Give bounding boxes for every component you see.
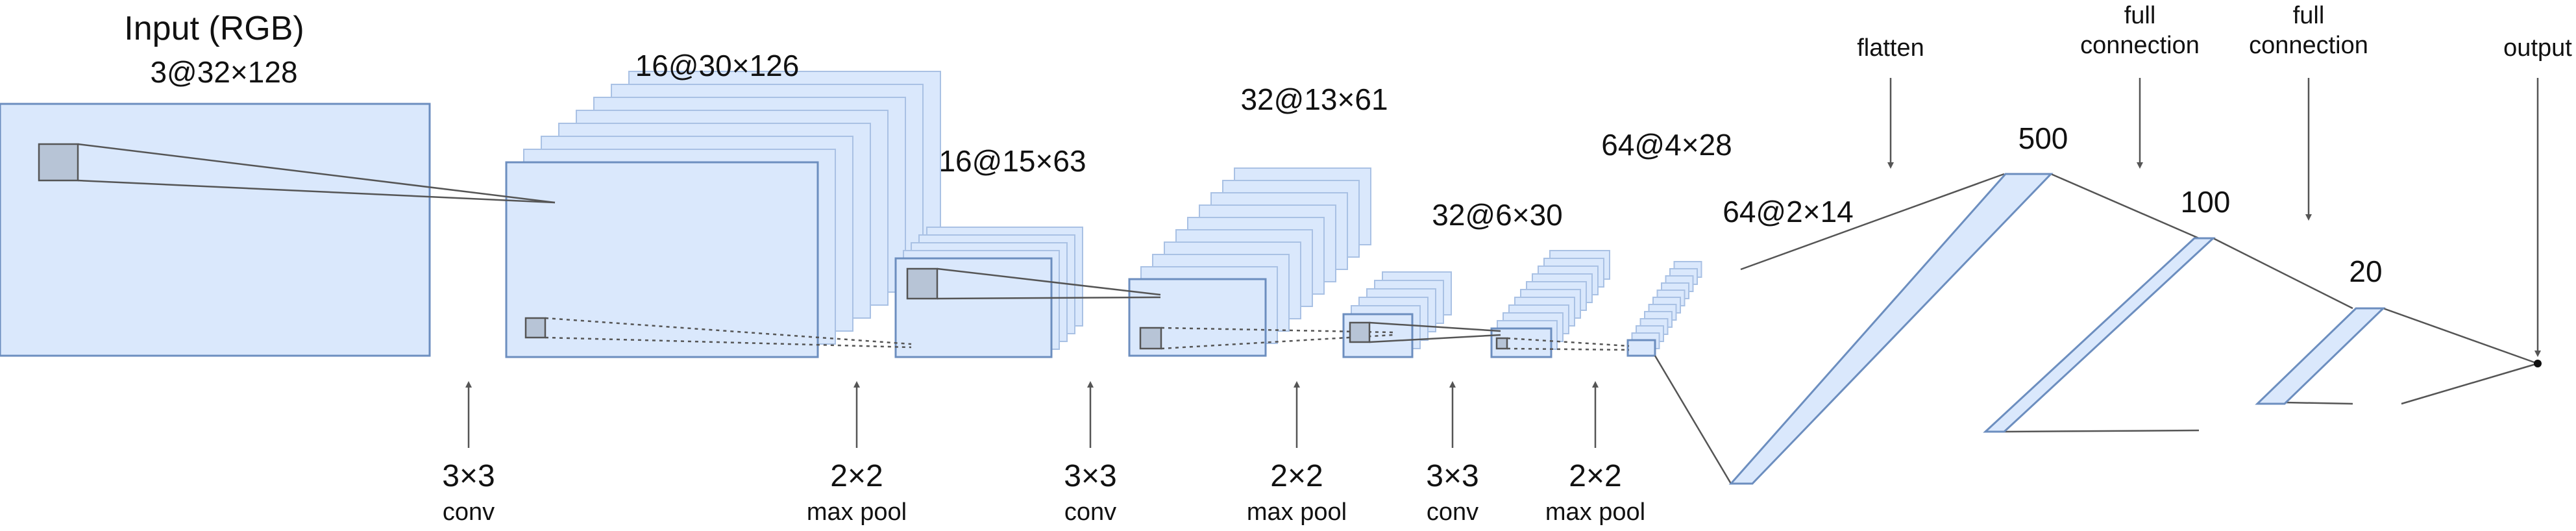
connection-line (1654, 355, 1732, 484)
kernel-window (38, 143, 79, 182)
projection-line (937, 267, 1161, 296)
op-2-type: max pool (806, 499, 907, 526)
projection-line (77, 179, 556, 204)
feature-map-5-label: 64@4×28 (1601, 128, 1732, 162)
op-4-type: max pool (1246, 499, 1347, 526)
flatten-label: flatten (1857, 34, 1924, 62)
input-layer-box (0, 103, 431, 357)
feature-map-stack-3 (1128, 167, 1371, 357)
feature-map-stack-1 (505, 71, 941, 358)
dense-layer-100 (1983, 237, 2216, 433)
feature-map-stack-4 (1342, 271, 1452, 358)
connection-line (2004, 429, 2200, 433)
pooling-projection-line (1506, 337, 1630, 347)
feature-map-4-label: 32@6×30 (1432, 198, 1563, 232)
input-shape-label: 3@32×128 (150, 55, 298, 89)
feature-map-6-label: 64@2×14 (1723, 195, 1854, 228)
output-node (2534, 360, 2542, 367)
feature-map-stack-6 (1626, 261, 1702, 357)
op-2-kernel: 2×2 (830, 459, 883, 493)
output-label: output (2503, 34, 2572, 62)
op-5-kernel: 3×3 (1426, 459, 1479, 493)
kernel-window (1349, 321, 1371, 343)
connection-line (2213, 237, 2353, 310)
projection-line (77, 143, 556, 204)
kernel-window (1495, 337, 1508, 350)
projection-line (1369, 334, 1501, 343)
dense-500-label: 500 (2018, 121, 2068, 155)
feature-map-stack-2 (894, 227, 1083, 358)
kernel-window (1139, 327, 1162, 350)
connection-line (2050, 173, 2200, 240)
dense-layer-500 (1728, 173, 2054, 485)
connection-line (2284, 401, 2353, 405)
op-3-type: conv (1064, 499, 1117, 526)
feature-map-2-label: 16@15×63 (938, 144, 1086, 178)
dense-layer-20 (2255, 307, 2386, 405)
connection-line (1740, 173, 2005, 271)
op-3-kernel: 3×3 (1064, 459, 1117, 493)
kernel-window (906, 267, 938, 300)
full-connection-2-label: full connection (2249, 2, 2368, 59)
op-1-type: conv (442, 499, 495, 526)
op-5-type: conv (1426, 499, 1479, 526)
feature-map-front (505, 161, 819, 358)
dense-100-label: 100 (2180, 185, 2231, 219)
input-title: Input (RGB) (124, 10, 304, 47)
feature-map-stack-5 (1490, 250, 1610, 358)
op-4-kernel: 2×2 (1270, 459, 1323, 493)
connection-line (2401, 362, 2538, 405)
feature-map-3-label: 32@13×61 (1240, 82, 1388, 116)
feature-map-front (1626, 339, 1656, 357)
op-1-kernel: 3×3 (442, 459, 495, 493)
op-6-type: max pool (1545, 499, 1646, 526)
dense-20-label: 20 (2349, 254, 2383, 288)
projection-line (937, 296, 1161, 300)
connection-line (2383, 307, 2538, 365)
kernel-window (524, 317, 546, 339)
op-6-kernel: 2×2 (1569, 459, 1622, 493)
full-connection-1-label: full connection (2080, 2, 2200, 59)
pooling-projection-line (1506, 347, 1630, 351)
feature-map-1-label: 16@30×126 (635, 49, 800, 82)
projection-line (1369, 321, 1501, 332)
